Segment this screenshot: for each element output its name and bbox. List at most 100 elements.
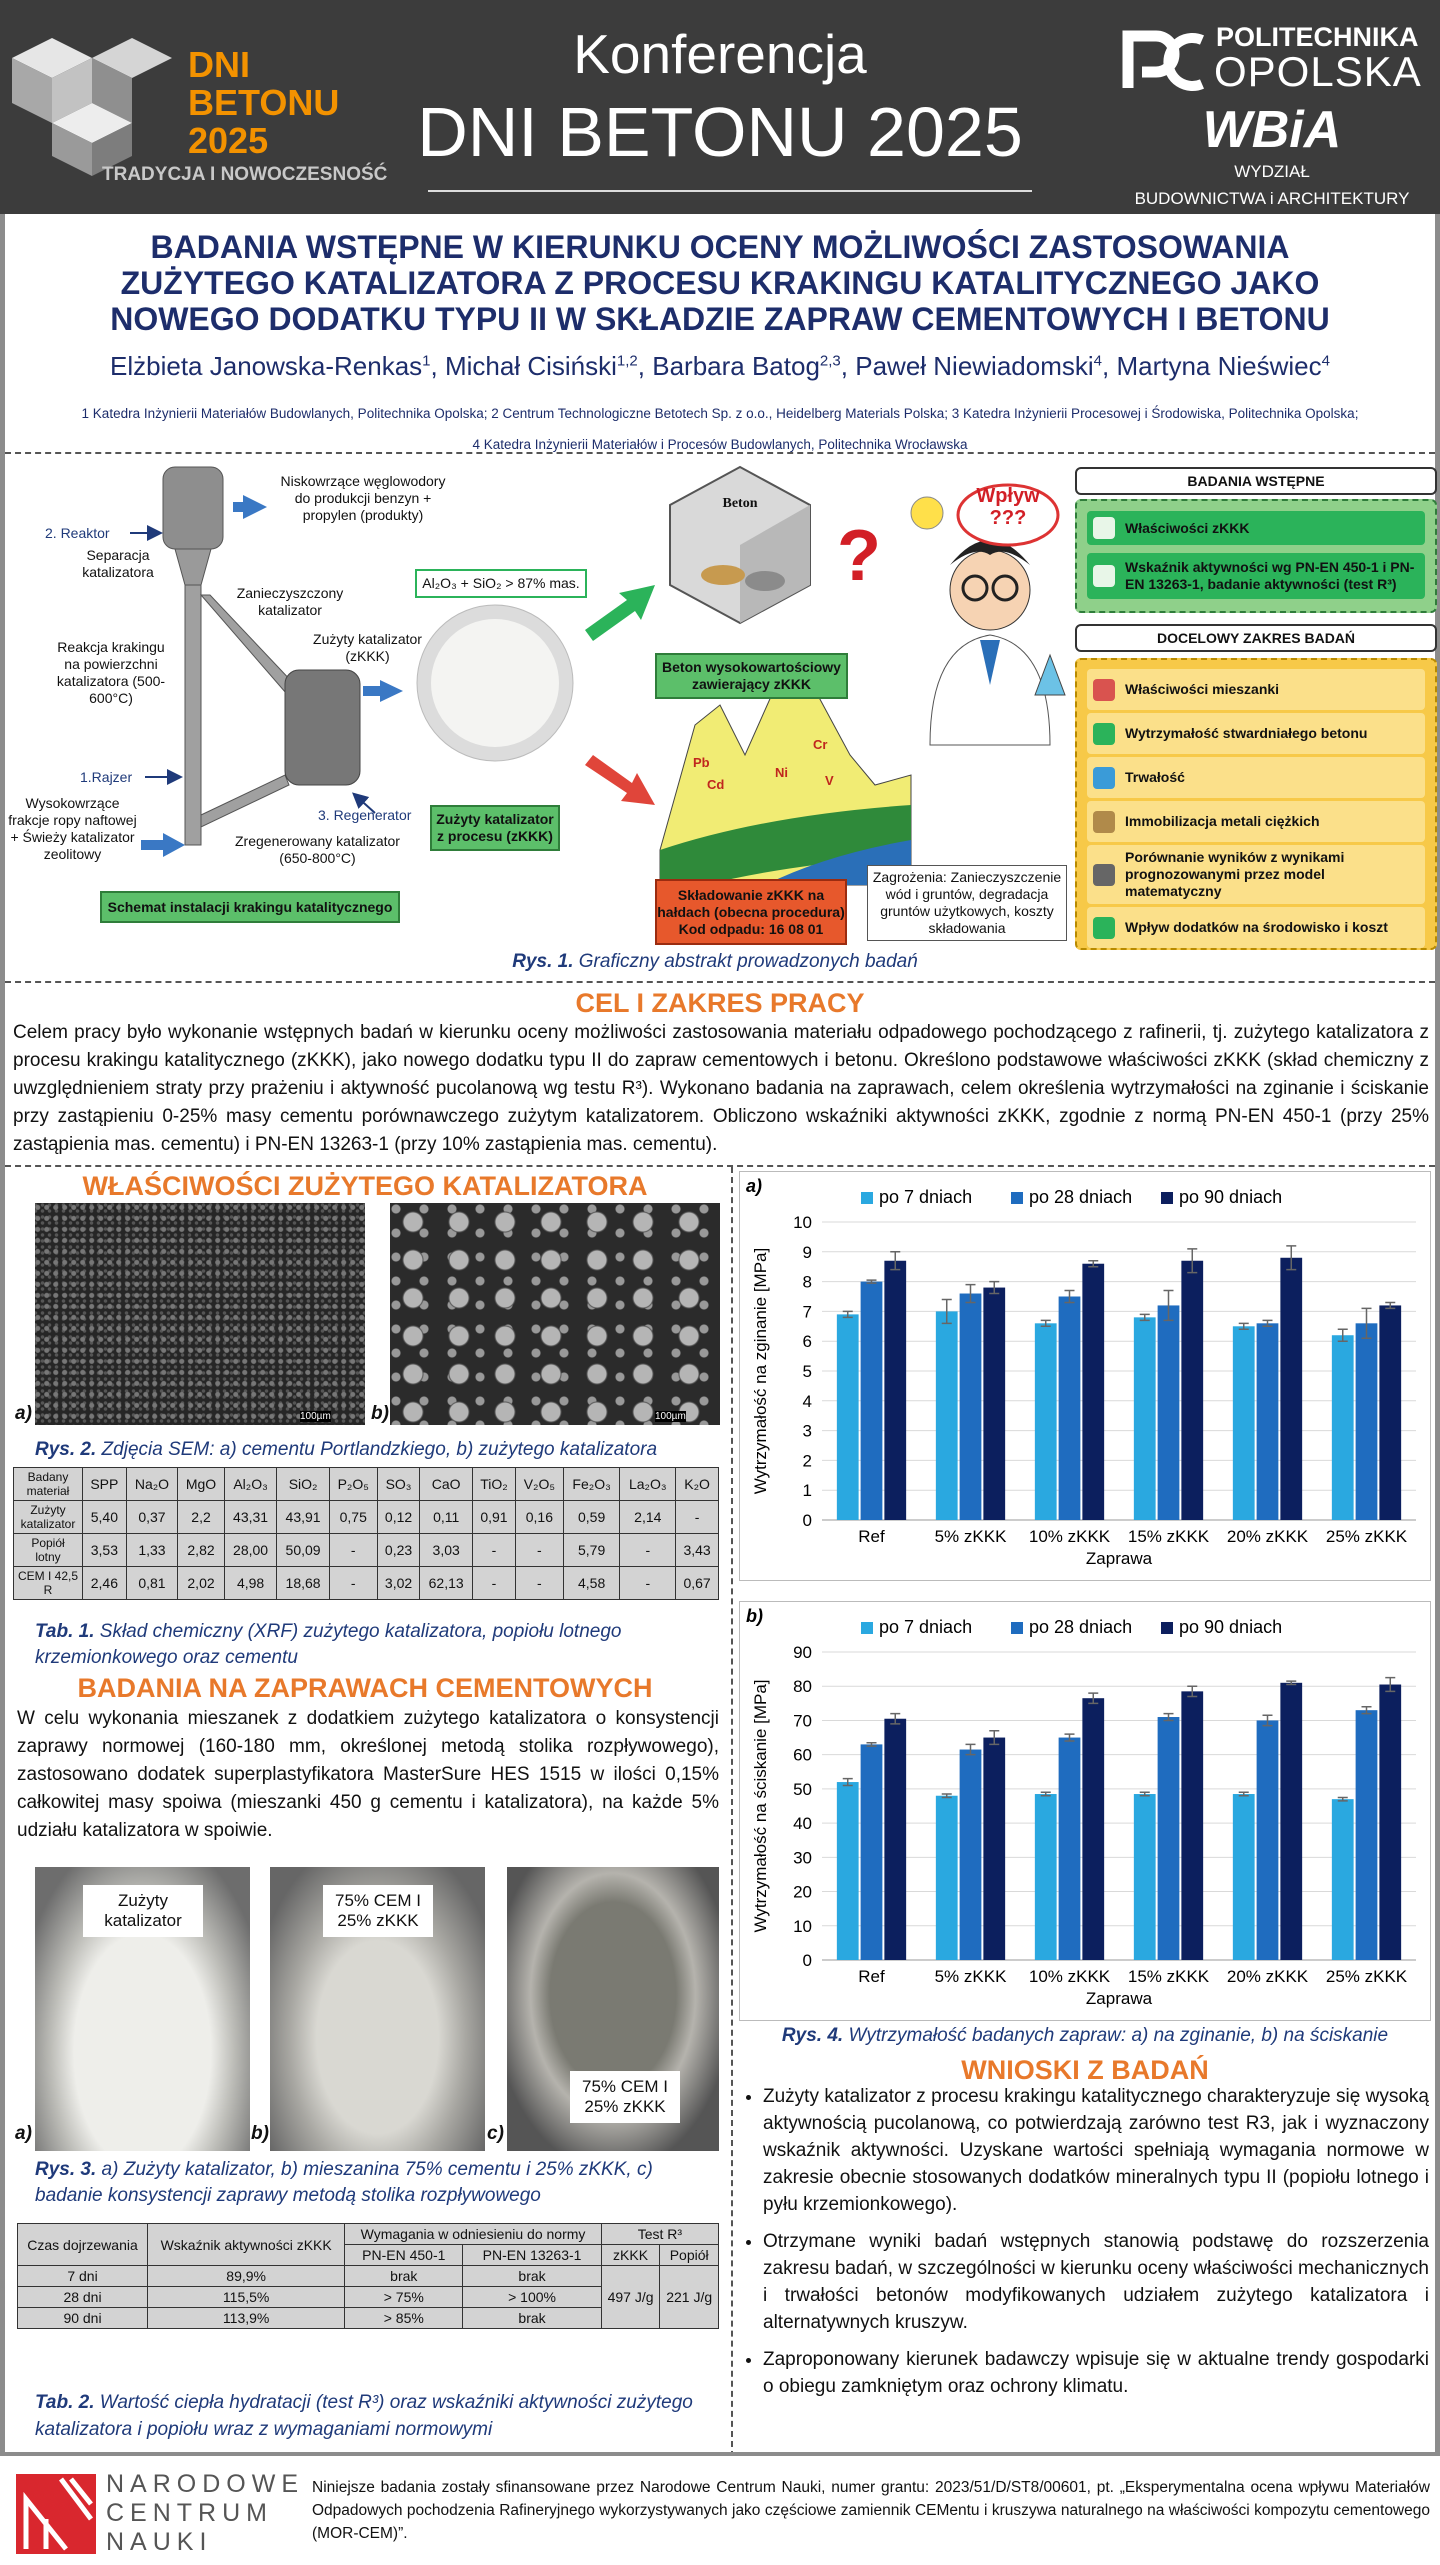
error-bar bbox=[842, 1310, 853, 1319]
x-tick-label: 15% zKKK bbox=[1128, 1527, 1210, 1546]
table-cell: 28,00 bbox=[223, 1533, 278, 1567]
legend-label: po 7 dniach bbox=[879, 1617, 972, 1637]
table-header: Czas dojrzewania bbox=[16, 2223, 149, 2266]
table-body: 7 dni 89,9% brak brak 497 J/g 221 J/g 28 dni 11… bbox=[16, 2265, 719, 2329]
cube-face bbox=[92, 123, 132, 176]
table-cell: 0,11 bbox=[419, 1500, 473, 1534]
bar bbox=[1058, 1296, 1081, 1520]
funding-text: Niniejsze badania zostały sfinansowane p… bbox=[312, 2479, 1430, 2542]
table-cell: 0,16 bbox=[514, 1500, 564, 1534]
item-text: Właściwości mieszanki bbox=[1125, 681, 1280, 697]
bar bbox=[959, 1293, 982, 1520]
table-header: CaO bbox=[419, 1467, 473, 1501]
error-bar bbox=[1187, 1248, 1198, 1274]
panel-item: Właściwości zKKK bbox=[1087, 511, 1425, 545]
mortar-text: W celu wykonania mieszanek z dodatkiem z… bbox=[17, 1708, 719, 1841]
x-axis-title: Zaprawa bbox=[1086, 1989, 1153, 2008]
bar bbox=[1256, 1323, 1279, 1520]
university-name: POLITECHNIKA bbox=[1216, 22, 1419, 52]
bar bbox=[1331, 1335, 1354, 1520]
legend-swatch bbox=[1161, 1622, 1173, 1634]
y-tick-label: 80 bbox=[793, 1677, 812, 1696]
abstract-label: 2. Reaktor bbox=[45, 525, 110, 541]
table-xrf: Badany materiał SPP Na₂O MgO Al₂O₃ SiO₂ P₂O₅ SO… bbox=[13, 1467, 719, 1600]
bar bbox=[1280, 1682, 1303, 1960]
logo-tagline: TRADYCJA I NOWOCZESNOŚĆ bbox=[102, 164, 388, 185]
table-header: TiO₂ bbox=[471, 1467, 516, 1501]
chart-flexural: a) po 7 dniach po 28 dniach po 90 dniach 0 1 2… bbox=[739, 1171, 1431, 1581]
university-logo bbox=[1122, 30, 1204, 91]
panel-item: Właściwości mieszanki bbox=[1087, 669, 1425, 710]
table-cell: brak bbox=[462, 2307, 602, 2329]
arrow bbox=[380, 680, 403, 702]
separator: , bbox=[430, 351, 438, 381]
title-line: NOWEGO DODATKU TYPU II W SKŁADZIE ZAPRAW… bbox=[110, 301, 1330, 337]
table-cell: 3,53 bbox=[82, 1533, 127, 1567]
table-cell: Zużyty katalizator bbox=[13, 1500, 83, 1534]
error-bar bbox=[1262, 1714, 1273, 1727]
conference-name: DNI BETONU 2025 bbox=[417, 93, 1023, 171]
x-tick-label: 5% zKKK bbox=[935, 1967, 1007, 1986]
caption-text: Wartość ciepła hydratacji (test R³) oraz… bbox=[35, 2392, 693, 2440]
table-row: Czas dojrzewania Wskaźnik aktywności zKKK… bbox=[16, 2223, 720, 2266]
bar bbox=[836, 1314, 859, 1520]
underline bbox=[428, 190, 1032, 192]
y-tick-label: 30 bbox=[793, 1848, 812, 1867]
cube-face bbox=[92, 58, 132, 123]
panel-item: Porównanie wyników z wynikami prognozowa… bbox=[1087, 845, 1425, 904]
pointer bbox=[352, 792, 376, 814]
figure-caption: Rys. 4. Wytrzymałość badanych zapraw: a)… bbox=[735, 2025, 1435, 2047]
icon bbox=[1093, 722, 1115, 745]
table-cell: - bbox=[675, 1500, 719, 1534]
panel-label: a) bbox=[15, 1403, 32, 1424]
table-header: Wymagania w odniesieniu do normy bbox=[344, 2223, 602, 2245]
metal-label: Cd bbox=[707, 777, 725, 792]
separator bbox=[5, 452, 1435, 454]
logo-text: DNI bbox=[188, 44, 250, 85]
glasses bbox=[991, 574, 1019, 602]
table-cell: 0,59 bbox=[562, 1500, 621, 1534]
table-cell: 497 J/g bbox=[600, 2265, 661, 2329]
caption-text: Skład chemiczny (XRF) zużytego katalizat… bbox=[35, 1621, 622, 1668]
table-cell: 2,46 bbox=[82, 1566, 127, 1600]
lab-coat bbox=[929, 634, 1051, 746]
bar bbox=[1058, 1737, 1081, 1960]
faculty-logo: WBiA bbox=[1202, 101, 1342, 159]
panel-label: a) bbox=[746, 1176, 762, 1196]
panel-heading: BADANIA WSTĘPNE bbox=[1075, 467, 1437, 495]
item-text: Trwałość bbox=[1125, 769, 1185, 785]
table-activity: Czas dojrzewania Wskaźnik aktywności zKKK… bbox=[16, 2223, 720, 2329]
conference-label: Konferencja bbox=[573, 23, 867, 85]
icon bbox=[1093, 517, 1115, 539]
author-affiliation: 4 bbox=[1093, 352, 1102, 370]
table-cell: 2,14 bbox=[619, 1500, 677, 1534]
affiliations: 1 Katedra Inżynierii Materiałów Budowlan… bbox=[15, 398, 1425, 460]
error-bar bbox=[1286, 1245, 1297, 1271]
bar bbox=[1181, 1260, 1204, 1520]
error-bar bbox=[1337, 1328, 1348, 1342]
panel-item: Immobilizacja metali ciężkich bbox=[1087, 801, 1425, 842]
caption-text: Wytrzymałość badanych zapraw: a) na zgin… bbox=[848, 2025, 1389, 2046]
table-cell: 3,03 bbox=[419, 1533, 473, 1567]
author-affiliation: 2,3 bbox=[819, 352, 841, 370]
icon bbox=[1093, 863, 1115, 886]
abstract-label: Separacja katalizatora bbox=[82, 547, 154, 580]
panel-item: Trwałość bbox=[1087, 757, 1425, 798]
y-tick-label: 20 bbox=[793, 1883, 812, 1902]
bar bbox=[860, 1744, 883, 1960]
table-cell: 5,40 bbox=[82, 1500, 127, 1534]
x-axis-title: Zaprawa bbox=[1086, 1549, 1153, 1568]
table-header: Wskaźnik aktywności zKKK bbox=[147, 2223, 346, 2266]
table-row: Popiół lotny 3,53 1,33 2,82 28,00 50,09-0,23 3… bbox=[13, 1533, 719, 1567]
panel-label: b) bbox=[746, 1606, 763, 1626]
section-heading: WŁAŚCIWOŚCI ZUŻYTEGO KATALIZATORA bbox=[82, 1171, 648, 1201]
ncn-mark bbox=[23, 2477, 93, 2551]
header: DNI BETONU 2025 TRADYCJA I NOWOCZESNOŚĆ … bbox=[0, 0, 1440, 214]
pipe bbox=[200, 774, 290, 828]
error-bar bbox=[1286, 1680, 1297, 1686]
affiliation: 4 Katedra Inżynierii Materiałów i Proces… bbox=[472, 437, 968, 452]
table-header: PN-EN 450-1 bbox=[344, 2244, 464, 2266]
y-tick-label: 10 bbox=[793, 1213, 812, 1232]
table-header: zKKK bbox=[600, 2244, 661, 2266]
